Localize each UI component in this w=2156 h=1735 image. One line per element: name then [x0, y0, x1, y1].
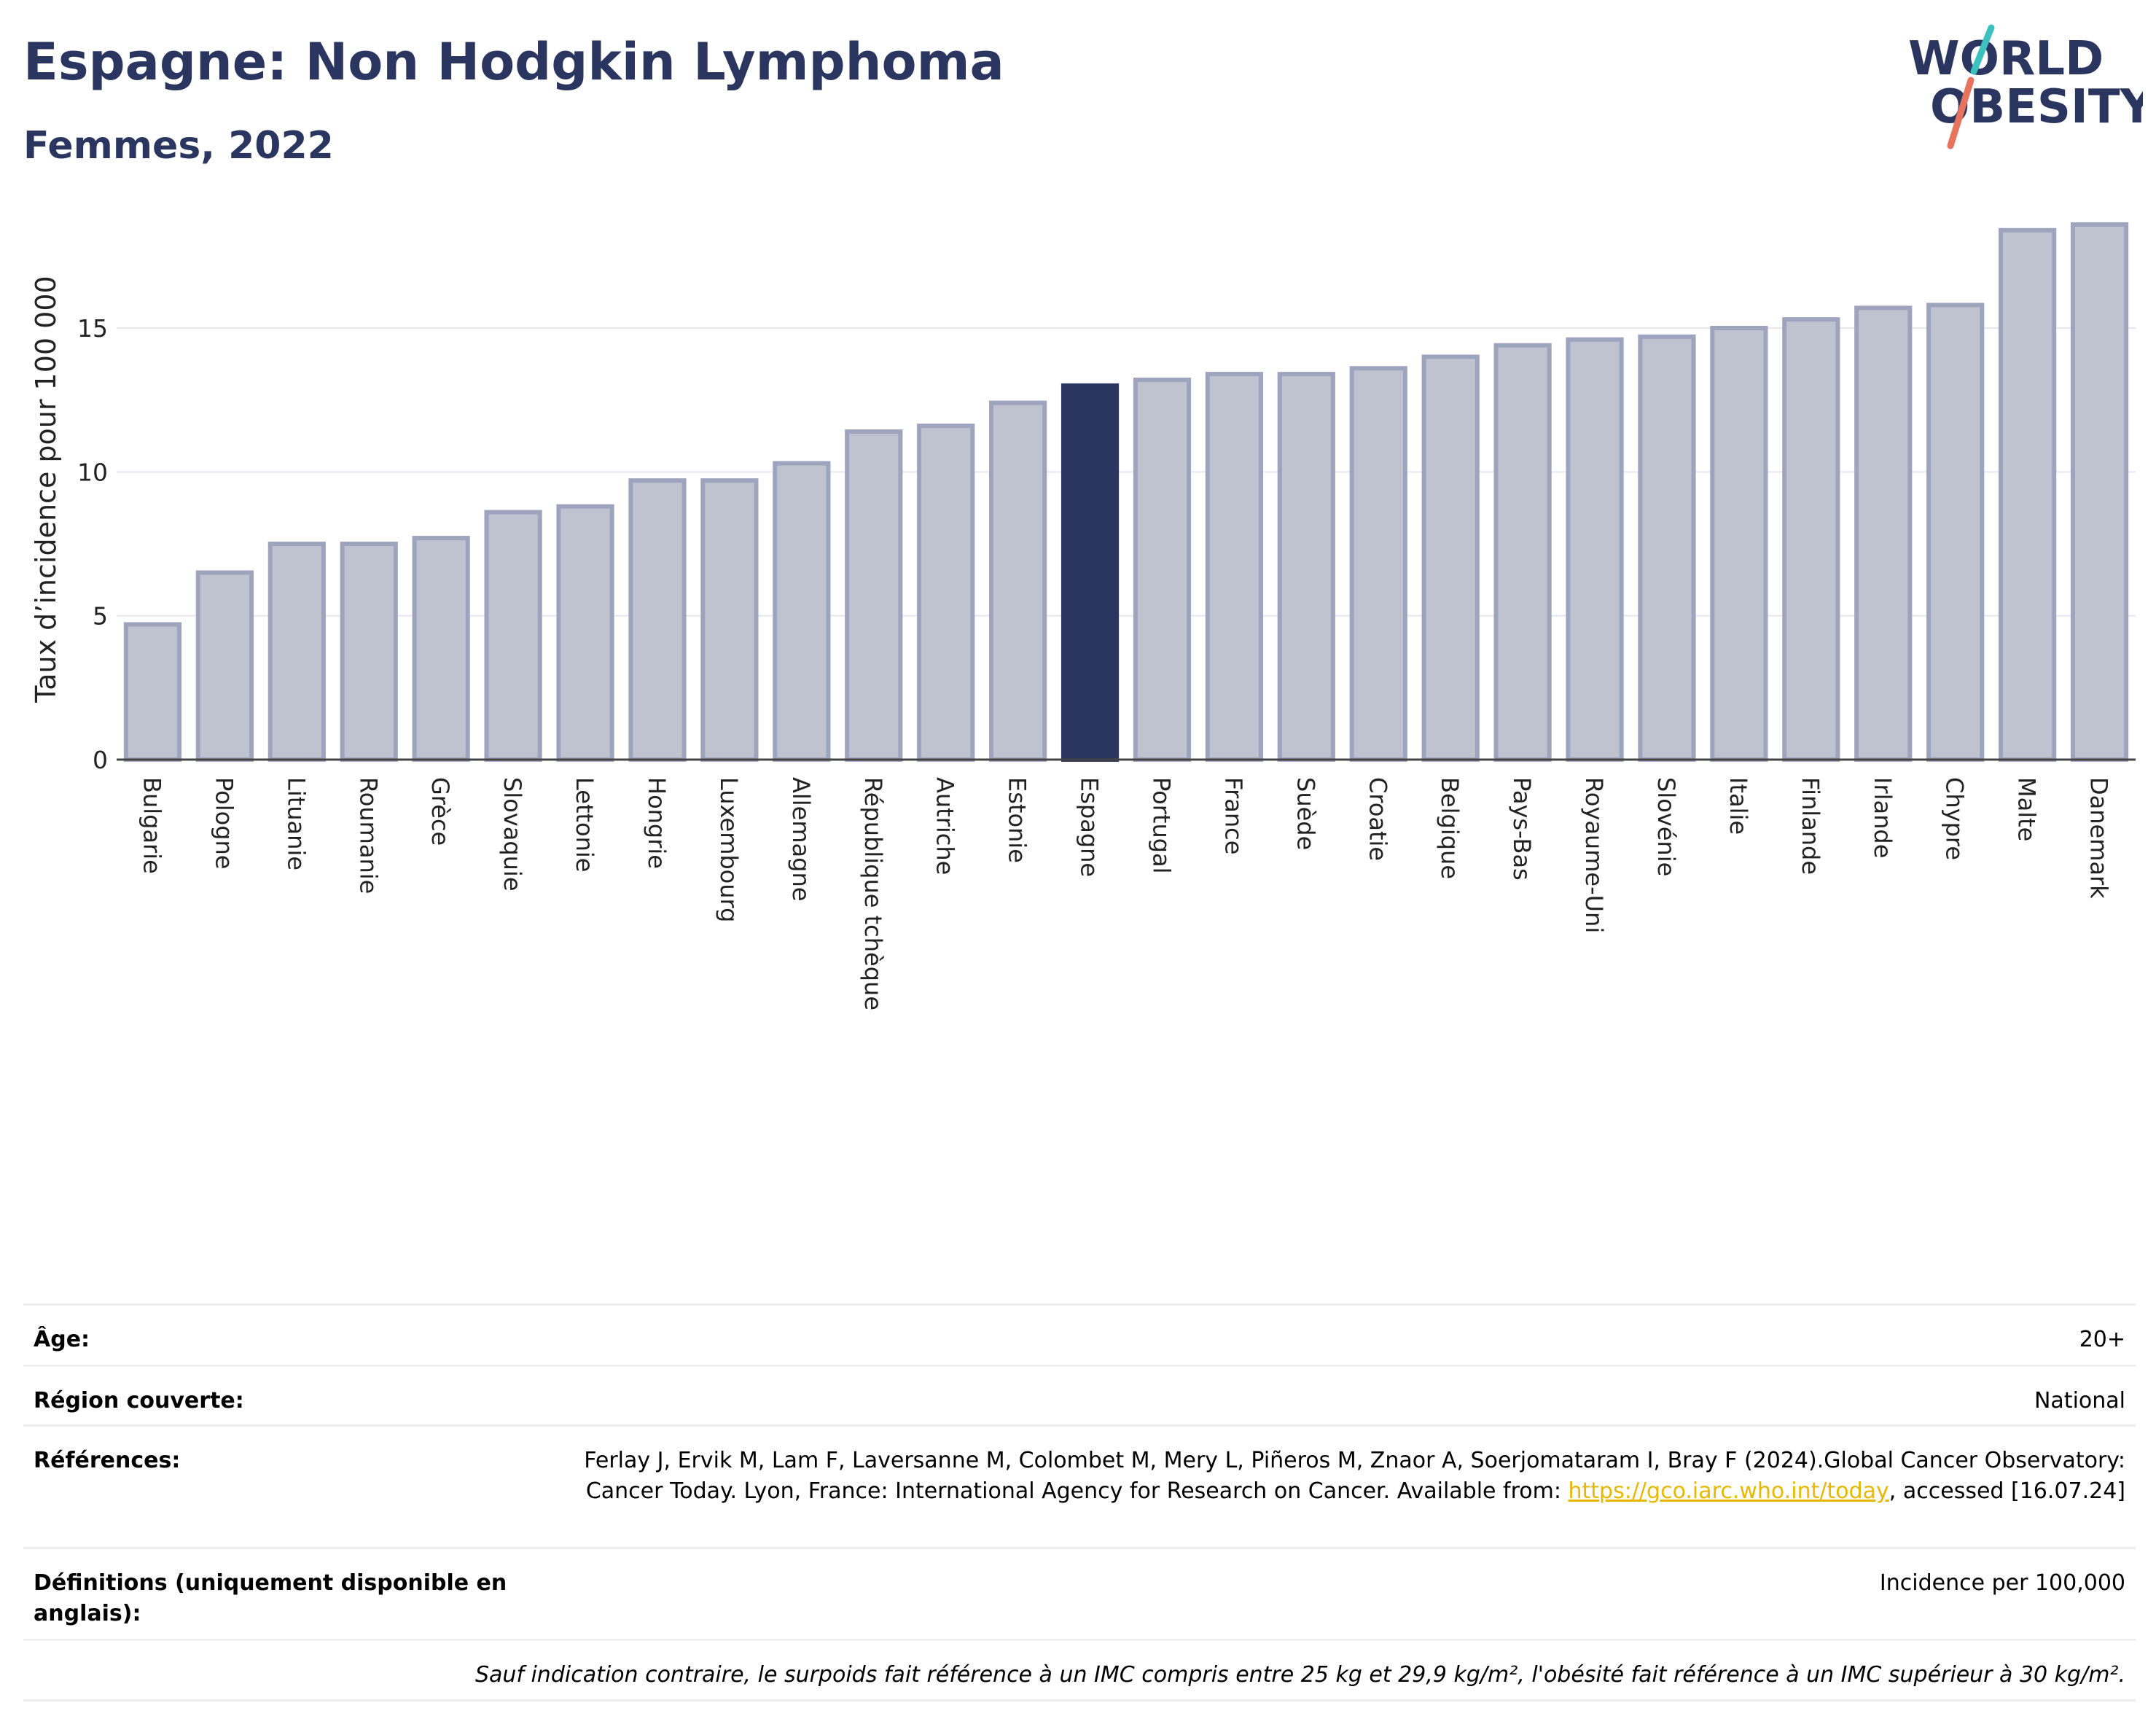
world-obesity-logo: WORLD OBESITY [1908, 24, 2143, 149]
bar-finlande [1782, 317, 1840, 762]
x-tick-label: Estonie [1004, 777, 1031, 863]
references-link[interactable]: https://gco.iarc.who.int/today [1568, 1478, 1889, 1504]
age-value: 20+ [2079, 1327, 2125, 1352]
meta-row-region: Région couverte: National [23, 1365, 2136, 1424]
bar-chart: 0 5 10 15 Bulgarie Pologne Lituanie Roumanie Gr… [30, 222, 2136, 1010]
x-tick-label: République tchèque [859, 777, 887, 1010]
bar-espagne [1061, 383, 1120, 762]
x-tick-label: Belgique [1436, 777, 1464, 879]
references-text: Ferlay J, Ervik M, Lam F, Laversanne M, … [584, 1448, 2125, 1504]
bar-pays-bas [1493, 343, 1552, 763]
meta-row-references: Références: Ferlay J, Ervik M, Lam F, La… [23, 1424, 2136, 1547]
bar-irlande [1854, 305, 1913, 762]
x-tick-label: Pays-Bas [1508, 777, 1536, 881]
x-tick-label: France [1219, 777, 1247, 854]
age-label: Âge: [34, 1327, 90, 1352]
logo-text-world: WORLD [1908, 32, 2104, 86]
x-tick-label: Espagne [1076, 777, 1104, 877]
bar-grèce [412, 536, 470, 763]
bar-belgique [1421, 354, 1480, 762]
y-tick-label: 10 [77, 458, 108, 486]
bar-roumanie [340, 541, 398, 763]
logo-accent-teal [1970, 24, 1995, 75]
bar-estonie [989, 400, 1047, 763]
x-tick-label: Royaume-Uni [1580, 777, 1608, 933]
x-tick-label: Malte [2013, 777, 2041, 841]
x-tick-label: Portugal [1147, 777, 1175, 874]
x-tick-label: Autriche [931, 777, 959, 875]
bar-danemark [2070, 222, 2129, 762]
x-tick-label: Lettonie [571, 777, 598, 872]
y-tick-label: 0 [93, 746, 108, 774]
bar-suède [1277, 372, 1335, 762]
bar-luxembourg [700, 478, 759, 762]
bar-slovénie [1638, 334, 1696, 762]
x-tick-label: Finlande [1797, 777, 1824, 875]
bar-croatie [1349, 366, 1407, 762]
x-tick-label: Lituanie [282, 777, 310, 870]
x-tick-label: Allemagne [787, 777, 815, 901]
page-subtitle: Femmes, 2022 [23, 124, 334, 168]
bar-slovaquie [484, 510, 542, 762]
references-value: Ferlay J, Ervik M, Lam F, Laversanne M, … [558, 1446, 2125, 1507]
bar-autriche [917, 424, 975, 762]
bar-hongrie [628, 478, 687, 762]
page-title: Espagne: Non Hodgkin Lymphoma [23, 32, 1004, 92]
bar-chypre [1926, 303, 1985, 763]
bar-pologne [195, 570, 254, 762]
bar-portugal [1133, 378, 1192, 762]
chart-bars [123, 222, 2129, 763]
x-tick-label: Grèce [426, 777, 454, 846]
bar-italie [1710, 325, 1768, 763]
y-tick-label: 5 [93, 602, 108, 631]
x-tick-label: Croatie [1364, 777, 1391, 861]
x-tick-label: Hongrie [643, 777, 671, 869]
x-tick-label: Slovénie [1652, 777, 1680, 876]
x-tick-label: Italie [1725, 777, 1752, 835]
x-tick-label: Danemark [2085, 777, 2113, 899]
meta-row-definitions: Définitions (uniquement disponible en an… [23, 1547, 2136, 1639]
bar-république-tchèque [845, 429, 903, 762]
definitions-value: Incidence per 100,000 [1879, 1570, 2125, 1596]
y-tick-label: 15 [77, 314, 108, 343]
region-label: Région couverte: [34, 1388, 244, 1414]
bar-allemagne [773, 461, 831, 762]
meta-row-age: Âge: 20+ [23, 1303, 2136, 1365]
y-axis-ticks: 0 5 10 15 [77, 314, 108, 774]
x-tick-label: Suède [1292, 777, 1319, 850]
x-axis-labels: Bulgarie Pologne Lituanie Roumanie Grèce Slov… [138, 777, 2112, 1010]
x-tick-label: Luxembourg [715, 777, 743, 922]
bar-lituanie [267, 541, 326, 763]
references-label: Références: [34, 1448, 181, 1473]
y-axis-label: Taux d’incidence pour 100 000 [30, 276, 62, 703]
region-value: National [2034, 1388, 2125, 1414]
bar-royaume-uni [1566, 337, 1624, 763]
x-tick-label: Roumanie [354, 777, 382, 894]
x-tick-label: Slovaquie [499, 777, 526, 892]
logo-accent-coral [1947, 77, 1975, 149]
definitions-label: Définitions (uniquement disponible en an… [34, 1570, 507, 1626]
meta-row-note: Sauf indication contraire, le surpoids f… [23, 1639, 2136, 1701]
x-tick-label: Bulgarie [138, 777, 165, 874]
bar-lettonie [556, 504, 614, 762]
bar-france [1205, 372, 1263, 762]
bar-malte [1999, 227, 2057, 762]
bar-bulgarie [123, 622, 182, 762]
metadata-table: Âge: 20+ Région couverte: National Référ… [23, 1303, 2136, 1701]
x-tick-label: Irlande [1869, 777, 1897, 858]
references-suffix: , accessed [16.07.24] [1889, 1478, 2125, 1504]
footnote: Sauf indication contraire, le surpoids f… [474, 1662, 2125, 1688]
x-tick-label: Pologne [210, 777, 238, 869]
x-tick-label: Chypre [1941, 777, 1969, 860]
